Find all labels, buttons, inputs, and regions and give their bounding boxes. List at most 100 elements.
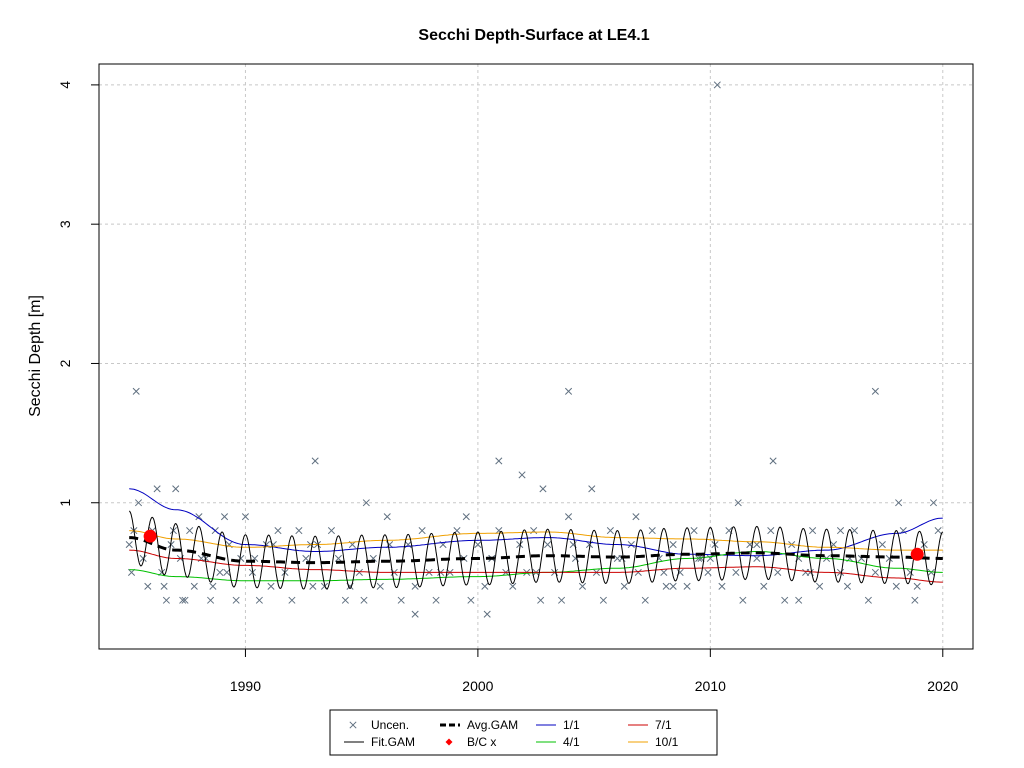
y-tick-label: 2 [57,359,73,367]
observation-point [467,596,475,604]
observation-point [288,596,296,604]
legend: Uncen. Fit.GAM Avg.GAM B/C x 1/1 4/1 7/1 10/1 [329,709,718,756]
legend-label-d10: 10/1 [655,735,679,749]
legend-symbol-uncen [349,721,357,729]
avg-gam-line [129,536,943,565]
x-tick-label: 2020 [927,678,958,694]
observation-point [160,582,168,590]
observation-point [241,513,249,521]
x-tick-label: 2010 [695,678,726,694]
grid-lines [99,64,973,649]
series-line-7-1 [129,549,943,583]
observation-point [760,582,768,590]
observation-point [683,582,691,590]
observation-point [209,582,217,590]
observation-point [774,568,782,576]
legend-label-fit: Fit.GAM [371,735,415,749]
observation-point [660,568,668,576]
legend-box [329,709,718,756]
observation-point [376,582,384,590]
observation-point [606,527,614,535]
observation-point [632,513,640,521]
legend-label-uncen: Uncen. [371,718,409,732]
y-tick-label: 3 [57,220,73,228]
observation-point [641,596,649,604]
observation-point [274,527,282,535]
observation-point [539,485,547,493]
fit-gam-line [129,510,943,590]
observation-point [544,540,552,549]
y-tick-label: 4 [57,81,73,89]
observation-point [341,596,349,604]
observation-point [207,596,215,604]
observation-point [929,499,938,507]
observation-point [739,596,747,604]
observation-point [734,499,742,507]
legend-symbol-bc [445,738,453,746]
observation-point [927,568,935,576]
observation-point [906,568,914,576]
legend-label-d4: 4/1 [563,735,580,749]
observation-point [302,554,310,563]
observation-point [871,568,879,576]
observation-point [892,582,900,590]
observation-point [795,596,803,604]
bc-point [143,529,157,543]
observation-point [934,527,942,535]
observation-point [627,540,635,549]
observation-point [843,582,852,590]
observation-point [220,513,229,521]
observation-point [411,610,419,618]
plot-frame [98,63,974,650]
observation-point [383,513,391,521]
observation-point [483,610,491,618]
observation-point [767,527,775,535]
observation-point [620,582,628,590]
observation-point [669,540,677,549]
observation-point [172,485,180,493]
observation-point [836,568,845,576]
legend-label-avg: Avg.GAM [467,718,518,732]
observation-point [530,527,538,535]
bc-point [910,547,924,561]
observation-point [232,596,240,604]
observation-point [362,499,370,507]
observation-point [871,387,879,395]
observation-point [809,527,817,535]
observation-point [134,499,143,507]
observation-point [311,457,319,465]
observation-point [327,527,336,535]
observation-point [732,568,740,576]
observation-point [850,527,859,535]
observation-point [132,387,140,395]
observation-point [432,596,440,604]
observation-point [190,582,198,590]
observation-point [186,527,194,535]
observation-point [753,540,761,549]
observation-point [295,527,303,535]
legend-label-bc: B/C x [467,735,496,749]
observation-point [144,582,152,590]
observation-point [920,540,928,549]
observation-point [474,540,482,549]
observation-point [516,540,524,549]
observation-point [558,596,566,604]
observation-point [255,596,263,604]
observation-point [895,499,903,507]
observation-point [179,596,187,604]
observation-point [355,568,363,576]
series-layer [125,81,943,618]
observation-point [267,582,275,590]
observation-point [462,513,470,521]
y-tick-label: 1 [57,499,73,507]
observation-point [662,582,670,590]
x-tick-label: 2000 [462,678,493,694]
observation-point [411,582,419,590]
observation-point [360,596,368,604]
legend-label-d7: 7/1 [655,718,672,732]
legend-label-d1: 1/1 [563,718,580,732]
x-tick-label: 1990 [230,678,261,694]
y-axis-label: Secchi Depth [m] [27,295,44,417]
observation-point [781,596,789,604]
